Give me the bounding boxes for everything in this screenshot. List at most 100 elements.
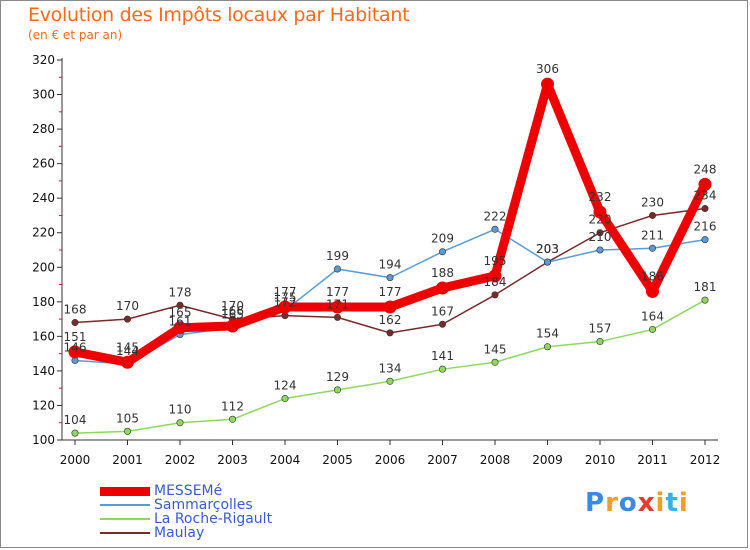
data-label: 171: [326, 297, 349, 311]
data-point: [596, 246, 604, 254]
data-label: 110: [169, 403, 192, 417]
data-label: 186: [641, 269, 664, 283]
data-label: 151: [64, 330, 87, 344]
data-label: 124: [274, 379, 297, 393]
chart-title: Evolution des Impôts locaux par Habitant: [28, 4, 410, 26]
data-point: [71, 429, 79, 437]
data-point: [596, 229, 604, 237]
data-label: 177: [379, 285, 402, 299]
data-point: [121, 355, 134, 369]
data-label: 162: [379, 313, 402, 327]
legend-label: Sammarçolles: [154, 497, 253, 513]
data-label: 170: [116, 299, 139, 313]
y-tick-label: 100: [32, 433, 55, 447]
data-point: [281, 395, 289, 403]
x-tick-label: 2000: [60, 453, 91, 467]
data-label: 134: [379, 361, 402, 375]
y-tick-label: 300: [32, 88, 55, 102]
y-tick-label: 120: [32, 398, 55, 412]
data-point: [124, 427, 132, 435]
data-label: 177: [274, 285, 297, 299]
legend-item: Sammarçolles: [100, 498, 272, 512]
data-point: [173, 321, 187, 335]
legend-item: MESSEMé: [100, 484, 272, 498]
proxiti-logo: Proxiti: [585, 488, 689, 518]
data-point: [68, 345, 82, 359]
legend-label: MESSEMé: [154, 483, 223, 499]
legend: MESSEMé Sammarçolles La Roche-Rigault Maula…: [100, 484, 272, 540]
legend-swatch: [100, 504, 150, 506]
data-point: [71, 319, 79, 327]
data-point: [436, 281, 449, 295]
data-point: [593, 205, 607, 219]
logo-letter: P: [585, 488, 606, 518]
data-point: [541, 77, 554, 91]
data-point: [648, 244, 656, 252]
legend-item: Maulay: [100, 526, 272, 540]
y-tick-label: 200: [32, 260, 55, 274]
data-point: [698, 177, 712, 191]
x-tick-label: 2004: [270, 453, 301, 467]
data-label: 209: [431, 232, 454, 246]
y-tick-label: 260: [32, 157, 55, 171]
data-label: 203: [536, 242, 559, 256]
data-point: [124, 315, 132, 323]
data-label: 222: [484, 209, 507, 223]
y-tick-label: 240: [32, 191, 55, 205]
data-label: 216: [694, 220, 717, 234]
logo-letter: o: [618, 488, 638, 518]
data-label: 145: [484, 342, 507, 356]
y-tick-label: 220: [32, 226, 55, 240]
y-tick-label: 160: [32, 329, 55, 343]
data-label: 141: [431, 349, 454, 363]
data-label: 165: [169, 306, 192, 320]
data-point: [543, 343, 551, 351]
data-label: 157: [589, 322, 612, 336]
x-tick-label: 2011: [637, 453, 668, 467]
data-label: 105: [116, 411, 139, 425]
data-point: [226, 319, 239, 333]
data-point: [386, 329, 394, 337]
data-label: 146: [64, 341, 87, 355]
data-point: [333, 313, 341, 321]
data-label: 168: [64, 303, 87, 317]
data-label: 104: [64, 413, 87, 427]
data-label: 220: [589, 213, 612, 227]
logo-letter: i: [655, 488, 666, 518]
data-label: 178: [169, 285, 192, 299]
data-label: 165: [221, 308, 244, 322]
data-point: [488, 269, 502, 283]
data-point: [648, 211, 656, 219]
data-label: 154: [536, 327, 559, 341]
data-label: 232: [589, 190, 612, 204]
data-label: 203: [536, 242, 559, 256]
x-tick-label: 2012: [690, 453, 721, 467]
data-label: 175: [274, 290, 297, 304]
data-point: [543, 258, 551, 266]
x-tick-label: 2002: [165, 453, 196, 467]
data-label: 181: [694, 280, 717, 294]
data-label: 177: [326, 285, 349, 299]
data-point: [278, 300, 292, 314]
data-label: 199: [326, 249, 349, 263]
data-point: [386, 274, 394, 282]
data-point: [438, 365, 446, 373]
legend-swatch: [100, 532, 150, 534]
data-point: [648, 325, 656, 333]
data-point: [438, 320, 446, 328]
data-label: 145: [116, 340, 139, 354]
data-point: [383, 300, 397, 314]
data-label: 306: [536, 62, 559, 76]
data-label: 166: [221, 304, 244, 318]
data-label: 248: [694, 162, 717, 176]
legend-label: La Roche-Rigault: [154, 511, 273, 527]
logo-letter: i: [678, 488, 689, 518]
data-label: 195: [484, 254, 507, 268]
legend-item: La Roche-Rigault: [100, 512, 272, 526]
data-label: 170: [221, 299, 244, 313]
data-label: 112: [221, 399, 244, 413]
legend-label: Maulay: [154, 525, 205, 541]
logo-letter: x: [637, 488, 656, 518]
data-point: [386, 377, 394, 385]
